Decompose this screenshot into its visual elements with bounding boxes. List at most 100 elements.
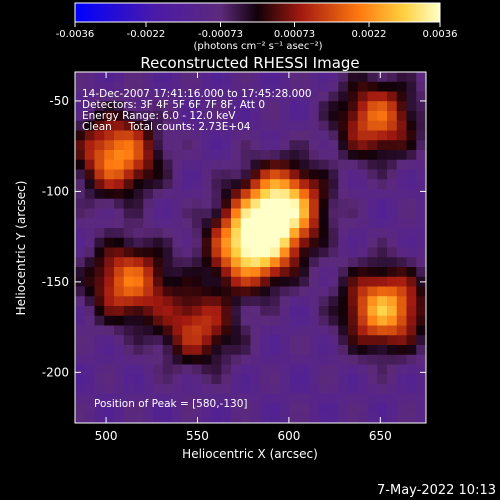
heatmap-cell: [260, 403, 271, 414]
heatmap-cell: [289, 384, 300, 395]
heatmap-cell: [367, 276, 378, 288]
heatmap-cell: [289, 393, 300, 405]
heatmap-cell: [192, 306, 203, 317]
heatmap-cell: [270, 315, 281, 327]
heatmap-cell: [133, 364, 144, 375]
heatmap-cell: [221, 296, 232, 307]
heatmap-cell: [396, 413, 408, 423]
heatmap-cell: [348, 413, 359, 423]
heatmap-cell: [240, 257, 252, 268]
heatmap-cell: [387, 159, 398, 171]
heatmap-cell: [396, 354, 408, 366]
heatmap-cell: [279, 198, 291, 210]
heatmap-cell: [270, 267, 281, 278]
heatmap-cell: [104, 150, 115, 161]
heatmap-cell: [211, 218, 222, 229]
heatmap-cell: [299, 296, 310, 307]
heatmap-cell: [377, 218, 388, 229]
heatmap-cell: [104, 345, 115, 356]
heatmap-cell: [123, 393, 135, 405]
heatmap-cell: [396, 218, 408, 229]
heatmap-cell: [240, 169, 252, 180]
heatmap-cell: [123, 286, 135, 297]
heatmap-cell: [270, 364, 281, 375]
heatmap-cell: [367, 354, 378, 366]
heatmap-cell: [114, 91, 125, 102]
plot-timestamp: 7-May-2022 10:13: [377, 483, 496, 498]
heatmap-cell: [211, 228, 222, 239]
heatmap-cell: [250, 111, 261, 122]
heatmap-cell: [406, 286, 417, 297]
heatmap-cell: [114, 218, 125, 229]
heatmap-cell: [231, 140, 242, 151]
heatmap-cell: [114, 120, 125, 132]
heatmap-cell: [153, 393, 164, 405]
heatmap-cell: [75, 159, 86, 171]
heatmap-cell: [221, 159, 232, 171]
heatmap-cell: [270, 130, 281, 141]
heatmap-cell: [84, 72, 96, 83]
heatmap-cell: [182, 208, 193, 219]
heatmap-cell: [211, 101, 222, 112]
heatmap-cell: [192, 286, 203, 297]
heatmap-cell: [84, 111, 96, 122]
heatmap-cell: [270, 374, 281, 385]
heatmap-cell: [377, 228, 388, 239]
heatmap-cell: [289, 198, 300, 210]
heatmap-cell: [201, 218, 213, 229]
heatmap-cell: [416, 198, 426, 210]
heatmap-cell: [182, 218, 193, 229]
heatmap-cell: [143, 159, 154, 171]
heatmap-cell: [84, 247, 96, 258]
heatmap-cell: [387, 150, 398, 161]
heatmap-cell: [348, 130, 359, 141]
heatmap-cell: [396, 296, 408, 307]
heatmap-cell: [162, 286, 174, 297]
heatmap-cell: [289, 189, 300, 200]
heatmap-cell: [396, 81, 408, 93]
heatmap-cell: [260, 228, 271, 239]
heatmap-cell: [377, 286, 388, 297]
heatmap-cell: [94, 169, 105, 180]
heatmap-cell: [406, 384, 417, 395]
heatmap-cell: [153, 384, 164, 395]
heatmap-cell: [396, 72, 408, 83]
heatmap-cell: [406, 130, 417, 141]
heatmap-cell: [299, 208, 310, 219]
heatmap-cell: [406, 179, 417, 190]
heatmap-cell: [396, 335, 408, 346]
heatmap-cell: [94, 296, 105, 307]
heatmap-cell: [318, 413, 330, 423]
heatmap-cell: [367, 218, 378, 229]
heatmap-cell: [309, 91, 320, 102]
heatmap-cell: [192, 228, 203, 239]
heatmap-cell: [133, 374, 144, 385]
heatmap-cell: [133, 276, 144, 288]
heatmap-cell: [328, 364, 339, 375]
heatmap-cell: [104, 354, 115, 366]
heatmap-cell: [182, 413, 193, 423]
heatmap-cell: [279, 72, 291, 83]
heatmap-cell: [260, 111, 271, 122]
heatmap-cell: [309, 354, 320, 366]
heatmap-cell: [143, 393, 154, 405]
heatmap-cell: [328, 120, 339, 132]
heatmap-cell: [192, 296, 203, 307]
heatmap-cell: [309, 247, 320, 258]
heatmap-cell: [153, 306, 164, 317]
heatmap-cell: [279, 189, 291, 200]
heatmap-cell: [270, 218, 281, 229]
heatmap-cell: [260, 120, 271, 132]
heatmap-cell: [348, 306, 359, 317]
heatmap-cell: [377, 413, 388, 423]
heatmap-cell: [318, 169, 330, 180]
heatmap-cell: [84, 189, 96, 200]
heatmap-cell: [231, 335, 242, 346]
heatmap-cell: [201, 159, 213, 171]
heatmap-cell: [367, 374, 378, 385]
heatmap-cell: [338, 208, 349, 219]
heatmap-cell: [172, 140, 183, 151]
heatmap-cell: [114, 306, 125, 317]
heatmap-cell: [260, 72, 271, 83]
heatmap-cell: [299, 306, 310, 317]
